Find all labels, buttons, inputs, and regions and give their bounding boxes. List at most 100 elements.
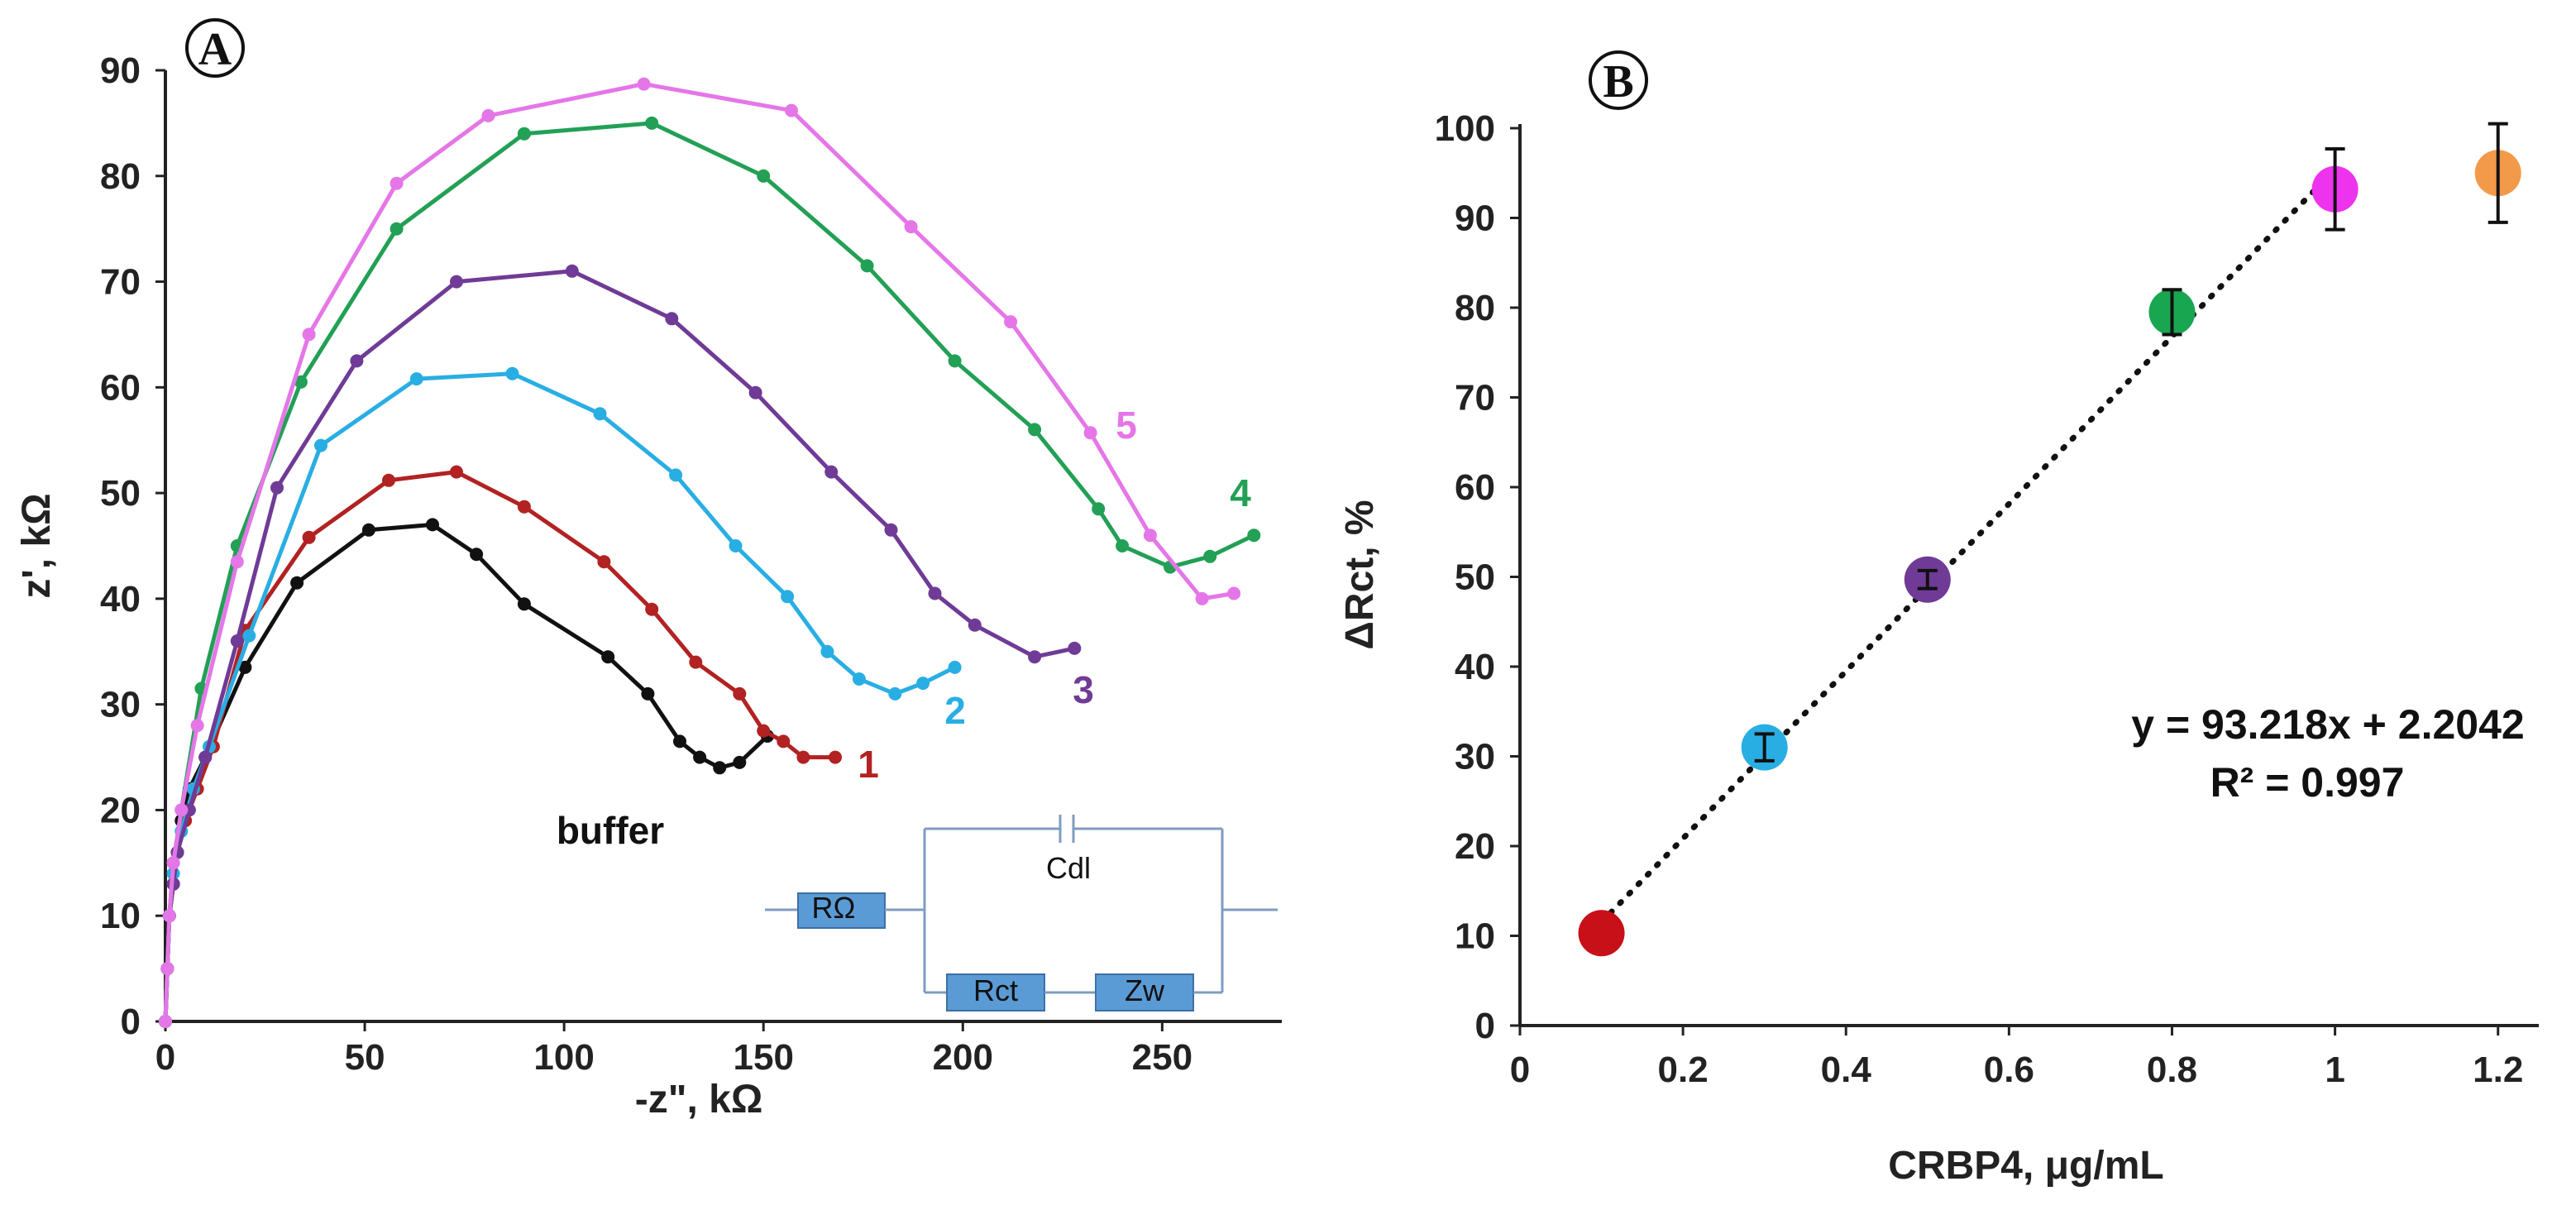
data-point-2 bbox=[729, 539, 743, 552]
panel-b-y-tick-label: 80 bbox=[1455, 288, 1495, 328]
panel-b-y-tick-label: 0 bbox=[1475, 1006, 1495, 1046]
panel-b-letter-circle bbox=[1589, 50, 1648, 110]
data-point-2 bbox=[852, 672, 866, 686]
data-point-1 bbox=[757, 724, 771, 738]
data-point-4 bbox=[390, 222, 404, 236]
panel-a-y-tick-label: 60 bbox=[100, 367, 141, 408]
data-point-buffer bbox=[290, 576, 304, 590]
data-point-4 bbox=[517, 127, 531, 141]
data-point-3 bbox=[824, 465, 839, 479]
data-point-4 bbox=[860, 259, 874, 273]
data-point-5 bbox=[230, 555, 244, 569]
panel-a-x-tick-label: 50 bbox=[345, 1037, 385, 1078]
data-point-5 bbox=[162, 909, 176, 923]
panel-a-y-tick-label: 20 bbox=[100, 790, 141, 830]
data-point-5 bbox=[390, 176, 404, 190]
regression-equation: y = 93.218x + 2.2042 bbox=[2131, 701, 2524, 748]
panel-b-y-tick-label: 40 bbox=[1455, 647, 1495, 687]
data-point-4 bbox=[294, 375, 308, 389]
panel-a-x-tick-label: 150 bbox=[734, 1037, 794, 1078]
data-point-3 bbox=[1028, 650, 1042, 664]
series-2 bbox=[159, 366, 962, 1028]
panel-a-y-axis-title: z', kΩ bbox=[15, 493, 59, 598]
data-point-4 bbox=[1028, 423, 1042, 437]
data-point-1 bbox=[777, 734, 791, 748]
data-point-4 bbox=[1116, 539, 1130, 552]
data-point-buffer bbox=[601, 650, 615, 664]
panel-b-points bbox=[1578, 122, 2521, 957]
data-point-3 bbox=[884, 523, 898, 537]
data-point-buffer bbox=[361, 523, 375, 537]
data-point-5 bbox=[174, 803, 189, 817]
curve-label-4: 4 bbox=[1230, 471, 1251, 514]
panel-a-y-tick-label: 40 bbox=[100, 579, 141, 619]
trendline bbox=[1599, 166, 2339, 925]
circuit-label-rct: Rct bbox=[973, 973, 1018, 1007]
panel-a-y-tick-label: 30 bbox=[100, 685, 141, 725]
data-point-2 bbox=[781, 590, 795, 604]
data-point-3 bbox=[230, 634, 244, 648]
panel-b-letter: B bbox=[1603, 56, 1633, 108]
panel-b-y-axis-title: ΔRct, % bbox=[1338, 500, 1382, 649]
data-point-4 bbox=[1247, 528, 1261, 543]
panel-a-y-tick-label: 10 bbox=[100, 896, 141, 936]
panel-a-y-tick-label: 50 bbox=[100, 473, 141, 514]
data-point-3 bbox=[748, 385, 762, 399]
panel-a-letter: A bbox=[198, 24, 232, 75]
panel-b-y-tick-label: 60 bbox=[1455, 467, 1495, 508]
resistor-rct bbox=[946, 973, 1045, 1012]
panel-a-y-tick-label: 70 bbox=[100, 262, 141, 303]
data-point-1 bbox=[733, 686, 747, 701]
data-point-3 bbox=[350, 354, 364, 368]
panel-a-y-tick-label: 90 bbox=[100, 50, 141, 91]
data-point-2 bbox=[820, 644, 834, 658]
scatter-point-group bbox=[2148, 288, 2196, 337]
curve-label-buffer: buffer bbox=[557, 809, 664, 852]
data-point-1 bbox=[517, 500, 531, 514]
series-4 bbox=[159, 116, 1261, 1028]
data-point-1 bbox=[302, 530, 316, 544]
curve-label-3: 3 bbox=[1073, 668, 1094, 711]
series-line-5 bbox=[163, 82, 1235, 1022]
data-point-buffer bbox=[673, 734, 686, 748]
data-point-3 bbox=[270, 481, 284, 495]
scatter-point-group bbox=[2311, 146, 2359, 232]
panel-b-x-tick-label: 0.8 bbox=[2147, 1050, 2197, 1090]
data-point-4 bbox=[1203, 549, 1217, 563]
curve-label-1: 1 bbox=[858, 743, 879, 786]
panel-b-y-tick-label: 20 bbox=[1455, 826, 1495, 867]
data-point-4 bbox=[948, 354, 962, 368]
panel-b-y-tick-label: 30 bbox=[1455, 737, 1495, 777]
data-point-buffer bbox=[641, 686, 655, 701]
data-point-buffer bbox=[713, 761, 727, 775]
data-point-3 bbox=[968, 618, 982, 632]
data-point-2 bbox=[505, 366, 519, 380]
curve-label-5: 5 bbox=[1116, 404, 1137, 447]
data-point-3 bbox=[1068, 641, 1082, 655]
panel-b-x-axis-title: CRBP4, μg/mL bbox=[1888, 1144, 2163, 1188]
data-point-buffer bbox=[238, 660, 252, 674]
data-point-1 bbox=[645, 602, 659, 616]
curve-label-2: 2 bbox=[944, 689, 966, 732]
data-point-5 bbox=[1143, 528, 1157, 543]
panel-b-y-ticks: 0 10 20 30 40 50 60 70 80 90 100 bbox=[1435, 108, 1520, 1046]
panel-a-x-tick-label: 200 bbox=[933, 1037, 993, 1078]
data-point-4 bbox=[757, 169, 771, 183]
panel-b-x-tick-label: 0.4 bbox=[1821, 1050, 1872, 1090]
panel-b-x-tick-label: 0.2 bbox=[1658, 1050, 1709, 1090]
panel-a-y-tick-label: 0 bbox=[121, 1002, 141, 1042]
resistor-r-omega bbox=[797, 892, 886, 929]
panel-b-x-tick-label: 0 bbox=[1510, 1050, 1530, 1090]
data-point-4 bbox=[645, 116, 659, 130]
scatter-point-group bbox=[1578, 910, 1625, 957]
data-point-1 bbox=[796, 750, 810, 764]
panel-a-x-tick-label: 0 bbox=[155, 1037, 175, 1078]
panel-b-y-tick-label: 90 bbox=[1455, 198, 1495, 239]
data-point-2 bbox=[948, 660, 962, 674]
scatter-point-group bbox=[1904, 556, 1951, 603]
data-point-3 bbox=[565, 264, 579, 278]
data-point-1 bbox=[689, 655, 703, 669]
data-point-5 bbox=[166, 856, 180, 870]
series-line-4 bbox=[163, 121, 1255, 1022]
